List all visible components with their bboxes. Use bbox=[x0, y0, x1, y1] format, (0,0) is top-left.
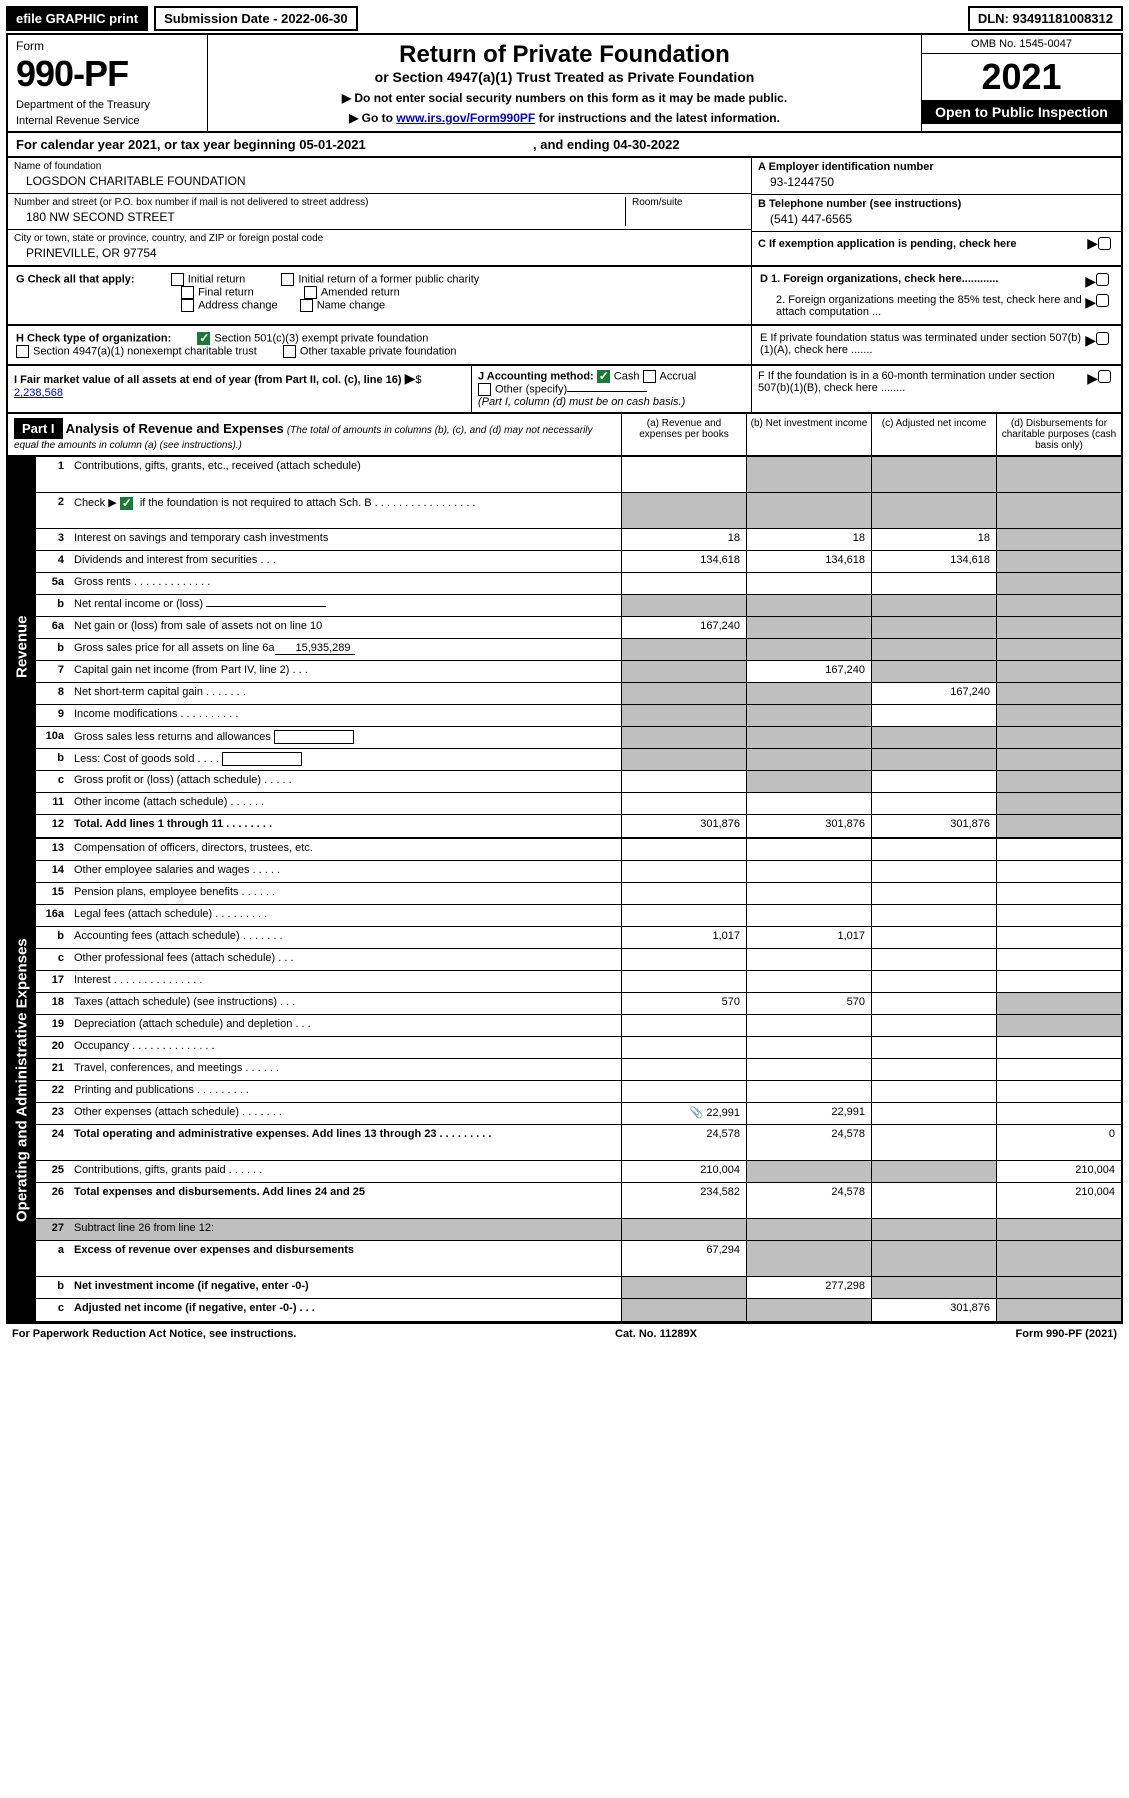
dln: DLN: 93491181008312 bbox=[968, 6, 1123, 31]
h-4947[interactable] bbox=[16, 345, 29, 358]
h-501c3[interactable] bbox=[197, 332, 210, 345]
j-other[interactable] bbox=[478, 383, 491, 396]
c-cell: C If exemption application is pending, c… bbox=[752, 232, 1121, 255]
g-initial-return[interactable] bbox=[171, 273, 184, 286]
g-amended-return[interactable] bbox=[304, 286, 317, 299]
form-header: Form 990-PF Department of the Treasury I… bbox=[6, 33, 1123, 133]
g-section: G Check all that apply: Initial return I… bbox=[6, 267, 1123, 326]
page: efile GRAPHIC print Submission Date - 20… bbox=[0, 0, 1129, 1350]
name-cell: Name of foundation LOGSDON CHARITABLE FO… bbox=[8, 158, 751, 194]
j-section: J Accounting method: Cash Accrual Other … bbox=[471, 366, 751, 412]
topbar: efile GRAPHIC print Submission Date - 20… bbox=[6, 6, 1123, 31]
attach-icon[interactable]: 📎 bbox=[690, 1107, 704, 1119]
h-section: H Check type of organization: Section 50… bbox=[6, 326, 1123, 366]
note1: ▶ Do not enter social security numbers o… bbox=[218, 91, 911, 105]
ein: 93-1244750 bbox=[758, 173, 1115, 191]
h-other-taxable[interactable] bbox=[283, 345, 296, 358]
col-a: (a) Revenue and expenses per books bbox=[621, 414, 746, 455]
d2-checkbox[interactable] bbox=[1096, 294, 1109, 307]
addr-cell: Number and street (or P.O. box number if… bbox=[8, 194, 751, 230]
col-d: (d) Disbursements for charitable purpose… bbox=[996, 414, 1121, 455]
paperwork-notice: For Paperwork Reduction Act Notice, see … bbox=[12, 1328, 296, 1340]
city-cell: City or town, state or province, country… bbox=[8, 230, 751, 265]
revenue-table: Revenue 1Contributions, gifts, grants, e… bbox=[6, 457, 1123, 839]
j-accrual[interactable] bbox=[643, 370, 656, 383]
f-section: F If the foundation is in a 60-month ter… bbox=[751, 366, 1121, 412]
cat-no: Cat. No. 11289X bbox=[615, 1328, 697, 1340]
form990pf-link[interactable]: www.irs.gov/Form990PF bbox=[396, 111, 535, 125]
spacer bbox=[364, 6, 962, 31]
foundation-name: LOGSDON CHARITABLE FOUNDATION bbox=[14, 172, 745, 190]
irs: Internal Revenue Service bbox=[16, 115, 199, 127]
form-code: 990-PF bbox=[16, 53, 199, 95]
arrow-icon: ▶ bbox=[1087, 235, 1098, 252]
identity-right: A Employer identification number 93-1244… bbox=[751, 158, 1121, 265]
form-subtitle: or Section 4947(a)(1) Trust Treated as P… bbox=[218, 69, 911, 85]
form-label: Form bbox=[16, 39, 199, 53]
phone-cell: B Telephone number (see instructions) (5… bbox=[752, 195, 1121, 232]
form-ref: Form 990-PF (2021) bbox=[1016, 1328, 1117, 1340]
g-name-change[interactable] bbox=[300, 299, 313, 312]
phone: (541) 447-6565 bbox=[758, 210, 1115, 228]
form-title: Return of Private Foundation bbox=[218, 41, 911, 69]
g-initial-former[interactable] bbox=[281, 273, 294, 286]
g-final-return[interactable] bbox=[181, 286, 194, 299]
g-main: G Check all that apply: Initial return I… bbox=[16, 273, 751, 318]
submission-date: Submission Date - 2022-06-30 bbox=[154, 6, 358, 31]
identity-row: Name of foundation LOGSDON CHARITABLE FO… bbox=[6, 158, 1123, 267]
footer: For Paperwork Reduction Act Notice, see … bbox=[6, 1323, 1123, 1344]
fmv-link[interactable]: 2,238,568 bbox=[14, 387, 63, 399]
j-cash[interactable] bbox=[597, 370, 610, 383]
dept: Department of the Treasury bbox=[16, 99, 199, 111]
g-address-change[interactable] bbox=[181, 299, 194, 312]
e-checkbox[interactable] bbox=[1096, 332, 1109, 345]
calendar-year-row: For calendar year 2021, or tax year begi… bbox=[6, 133, 1123, 158]
part1-title-cell: Part I Analysis of Revenue and Expenses … bbox=[8, 414, 621, 455]
header-center: Return of Private Foundation or Section … bbox=[208, 35, 921, 131]
expenses-table: Operating and Administrative Expenses 13… bbox=[6, 839, 1123, 1323]
identity-left: Name of foundation LOGSDON CHARITABLE FO… bbox=[8, 158, 751, 265]
i-section: I Fair market value of all assets at end… bbox=[8, 366, 471, 412]
open-inspection: Open to Public Inspection bbox=[922, 100, 1121, 124]
h-main: H Check type of organization: Section 50… bbox=[16, 332, 751, 358]
d-section: D 1. Foreign organizations, check here..… bbox=[751, 267, 1121, 324]
year: 2021 bbox=[922, 54, 1121, 100]
revenue-rows: 1Contributions, gifts, grants, etc., rec… bbox=[36, 457, 1121, 837]
e-section: E If private foundation status was termi… bbox=[751, 326, 1121, 364]
header-right: OMB No. 1545-0047 2021 Open to Public In… bbox=[921, 35, 1121, 131]
f-checkbox[interactable] bbox=[1098, 370, 1111, 383]
expenses-rows: 13Compensation of officers, directors, t… bbox=[36, 839, 1121, 1321]
part1-label: Part I bbox=[14, 418, 63, 439]
expenses-tab: Operating and Administrative Expenses bbox=[8, 839, 36, 1321]
note2: ▶ Go to www.irs.gov/Form990PF for instru… bbox=[218, 111, 911, 125]
ein-cell: A Employer identification number 93-1244… bbox=[752, 158, 1121, 195]
col-c: (c) Adjusted net income bbox=[871, 414, 996, 455]
ijf-row: I Fair market value of all assets at end… bbox=[6, 366, 1123, 414]
omb: OMB No. 1545-0047 bbox=[922, 35, 1121, 54]
c-checkbox[interactable] bbox=[1098, 237, 1111, 250]
part1-header: Part I Analysis of Revenue and Expenses … bbox=[6, 414, 1123, 457]
efile-badge: efile GRAPHIC print bbox=[6, 6, 148, 31]
schb-checkbox[interactable] bbox=[120, 497, 133, 510]
d1-checkbox[interactable] bbox=[1096, 273, 1109, 286]
revenue-tab: Revenue bbox=[8, 457, 36, 837]
header-left: Form 990-PF Department of the Treasury I… bbox=[8, 35, 208, 131]
col-b: (b) Net investment income bbox=[746, 414, 871, 455]
addr: 180 NW SECOND STREET bbox=[14, 208, 625, 226]
city: PRINEVILLE, OR 97754 bbox=[14, 244, 745, 262]
